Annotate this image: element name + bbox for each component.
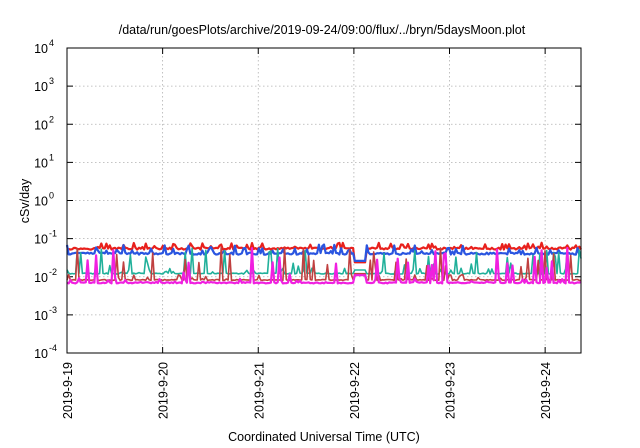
y-tick-label: 10 (34, 195, 48, 209)
y-tick-label-exponent: -4 (49, 343, 57, 353)
y-tick-label-exponent: 2 (49, 114, 54, 124)
series-group (65, 241, 582, 285)
x-tick-label: 2019-9-19 (61, 362, 75, 419)
y-tick-label: 10 (34, 118, 48, 132)
series-line (66, 246, 582, 282)
y-tick-label-exponent: -2 (49, 267, 57, 277)
y-tick-label: 10 (34, 156, 48, 170)
x-tick-label: 2019-9-24 (539, 362, 553, 419)
y-tick-label-exponent: 1 (49, 152, 54, 162)
y-axis-label: cSv/day (18, 178, 32, 223)
y-tick-label: 10 (34, 42, 48, 56)
grid (67, 48, 581, 353)
y-tick-label: 10 (34, 271, 48, 285)
series-line (66, 246, 582, 285)
x-axis-label: Coordinated Universal Time (UTC) (228, 430, 420, 444)
y-tick-label: 10 (34, 347, 48, 361)
x-tick-label: 2019-9-23 (444, 362, 458, 419)
series-line (66, 247, 582, 275)
y-tick-label-exponent: 3 (49, 76, 54, 86)
y-tick-label: 10 (34, 233, 48, 247)
y-tick-label: 10 (34, 309, 48, 323)
x-tick-label: 2019-9-21 (252, 362, 266, 419)
plot-frame (66, 47, 582, 354)
y-tick-label: 10 (34, 80, 48, 94)
y-tick-label-exponent: 0 (49, 191, 54, 201)
x-tick-label: 2019-9-22 (348, 362, 362, 419)
chart-title: /data/run/goesPlots/archive/2019-09-24/0… (119, 23, 526, 37)
y-tick-label-exponent: -1 (49, 229, 57, 239)
x-tick-label: 2019-9-20 (157, 362, 171, 419)
y-tick-label-exponent: 4 (49, 38, 54, 48)
y-tick-label-exponent: -3 (49, 305, 57, 315)
